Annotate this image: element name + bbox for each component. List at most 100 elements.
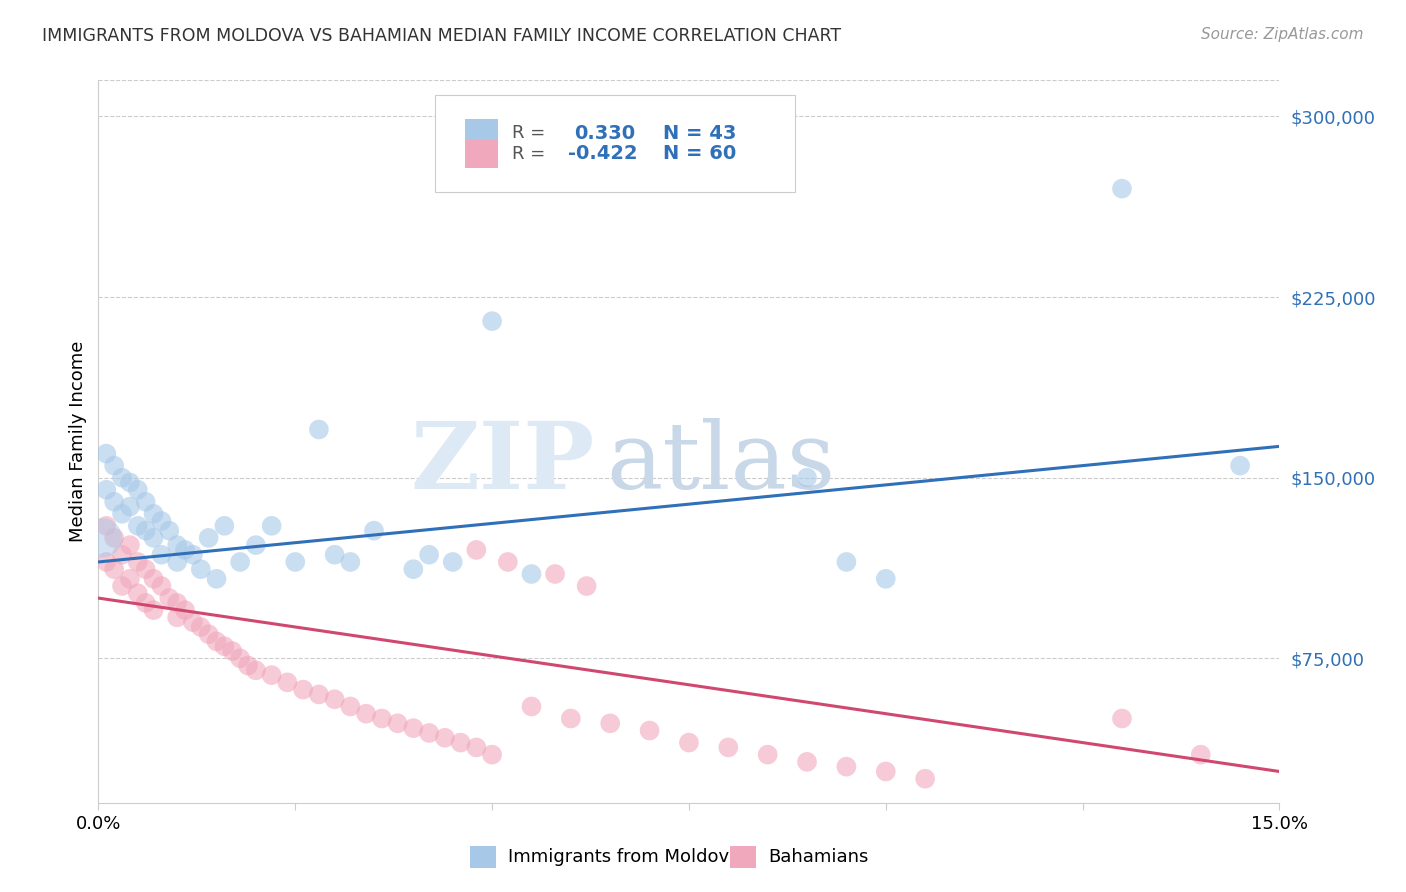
Point [214, 519, 236, 533]
Point [520, 567, 543, 582]
Point [157, 591, 180, 606]
Point [118, 475, 141, 490]
Point [135, 596, 157, 610]
Point [284, 555, 307, 569]
Point [221, 644, 243, 658]
Point [91, 531, 114, 545]
Point [190, 620, 212, 634]
Point [174, 603, 197, 617]
Point [166, 555, 188, 569]
Point [418, 726, 440, 740]
Y-axis label: Median Family Income: Median Family Income [69, 341, 87, 542]
Point [450, 735, 472, 749]
Point [441, 555, 464, 569]
Point [1111, 182, 1133, 196]
Point [150, 579, 173, 593]
Text: R =: R = [512, 145, 551, 163]
Point [245, 538, 267, 552]
Text: ZIP: ZIP [411, 418, 595, 508]
Point [181, 548, 204, 562]
Point [135, 494, 157, 508]
Point [835, 760, 858, 774]
Point [560, 712, 582, 726]
Point [103, 562, 125, 576]
Text: Source: ZipAtlas.com: Source: ZipAtlas.com [1201, 27, 1364, 42]
Point [111, 579, 134, 593]
Point [835, 555, 858, 569]
Point [111, 548, 134, 562]
Point [402, 721, 425, 735]
Point [245, 664, 267, 678]
Point [796, 755, 818, 769]
Point [205, 634, 228, 648]
Point [111, 471, 134, 485]
FancyBboxPatch shape [730, 847, 756, 868]
Point [323, 692, 346, 706]
Point [465, 740, 488, 755]
Point [363, 524, 385, 538]
Point [142, 603, 165, 617]
Point [96, 483, 118, 497]
Point [142, 507, 165, 521]
Point [166, 538, 188, 552]
Point [103, 494, 125, 508]
Point [638, 723, 661, 738]
Point [292, 682, 315, 697]
Point [756, 747, 779, 762]
Point [157, 524, 180, 538]
Text: Immigrants from Moldova: Immigrants from Moldova [508, 848, 741, 866]
Point [214, 639, 236, 653]
Point [323, 548, 346, 562]
Point [135, 562, 157, 576]
Point [481, 747, 503, 762]
Point [197, 531, 219, 545]
Text: R =: R = [512, 124, 551, 142]
Text: N = 60: N = 60 [664, 145, 737, 163]
Point [402, 562, 425, 576]
Point [96, 555, 118, 569]
Point [150, 514, 173, 528]
Point [465, 542, 488, 557]
Text: -0.422: -0.422 [568, 145, 638, 163]
Point [142, 531, 165, 545]
Point [103, 458, 125, 473]
Point [308, 687, 330, 701]
Point [150, 548, 173, 562]
Point [875, 572, 897, 586]
Point [166, 610, 188, 624]
Point [118, 538, 141, 552]
Point [599, 716, 621, 731]
Text: Bahamians: Bahamians [768, 848, 869, 866]
Point [339, 699, 361, 714]
Point [142, 572, 165, 586]
Text: IMMIGRANTS FROM MOLDOVA VS BAHAMIAN MEDIAN FAMILY INCOME CORRELATION CHART: IMMIGRANTS FROM MOLDOVA VS BAHAMIAN MEDI… [42, 27, 841, 45]
Point [127, 586, 149, 600]
Point [205, 572, 228, 586]
Point [1111, 712, 1133, 726]
Point [229, 651, 252, 665]
FancyBboxPatch shape [464, 119, 498, 147]
Point [433, 731, 456, 745]
Point [127, 483, 149, 497]
Point [418, 548, 440, 562]
Point [875, 764, 897, 779]
Point [717, 740, 740, 755]
Point [354, 706, 377, 721]
Point [387, 716, 409, 731]
Point [190, 562, 212, 576]
Point [111, 507, 134, 521]
Point [575, 579, 598, 593]
Point [127, 555, 149, 569]
Point [496, 555, 519, 569]
Point [339, 555, 361, 569]
Point [308, 423, 330, 437]
Point [481, 314, 503, 328]
Point [181, 615, 204, 630]
Text: N = 43: N = 43 [664, 123, 737, 143]
FancyBboxPatch shape [471, 847, 496, 868]
Point [1229, 458, 1251, 473]
Point [236, 658, 259, 673]
Point [166, 596, 188, 610]
Point [914, 772, 936, 786]
Point [1189, 747, 1212, 762]
